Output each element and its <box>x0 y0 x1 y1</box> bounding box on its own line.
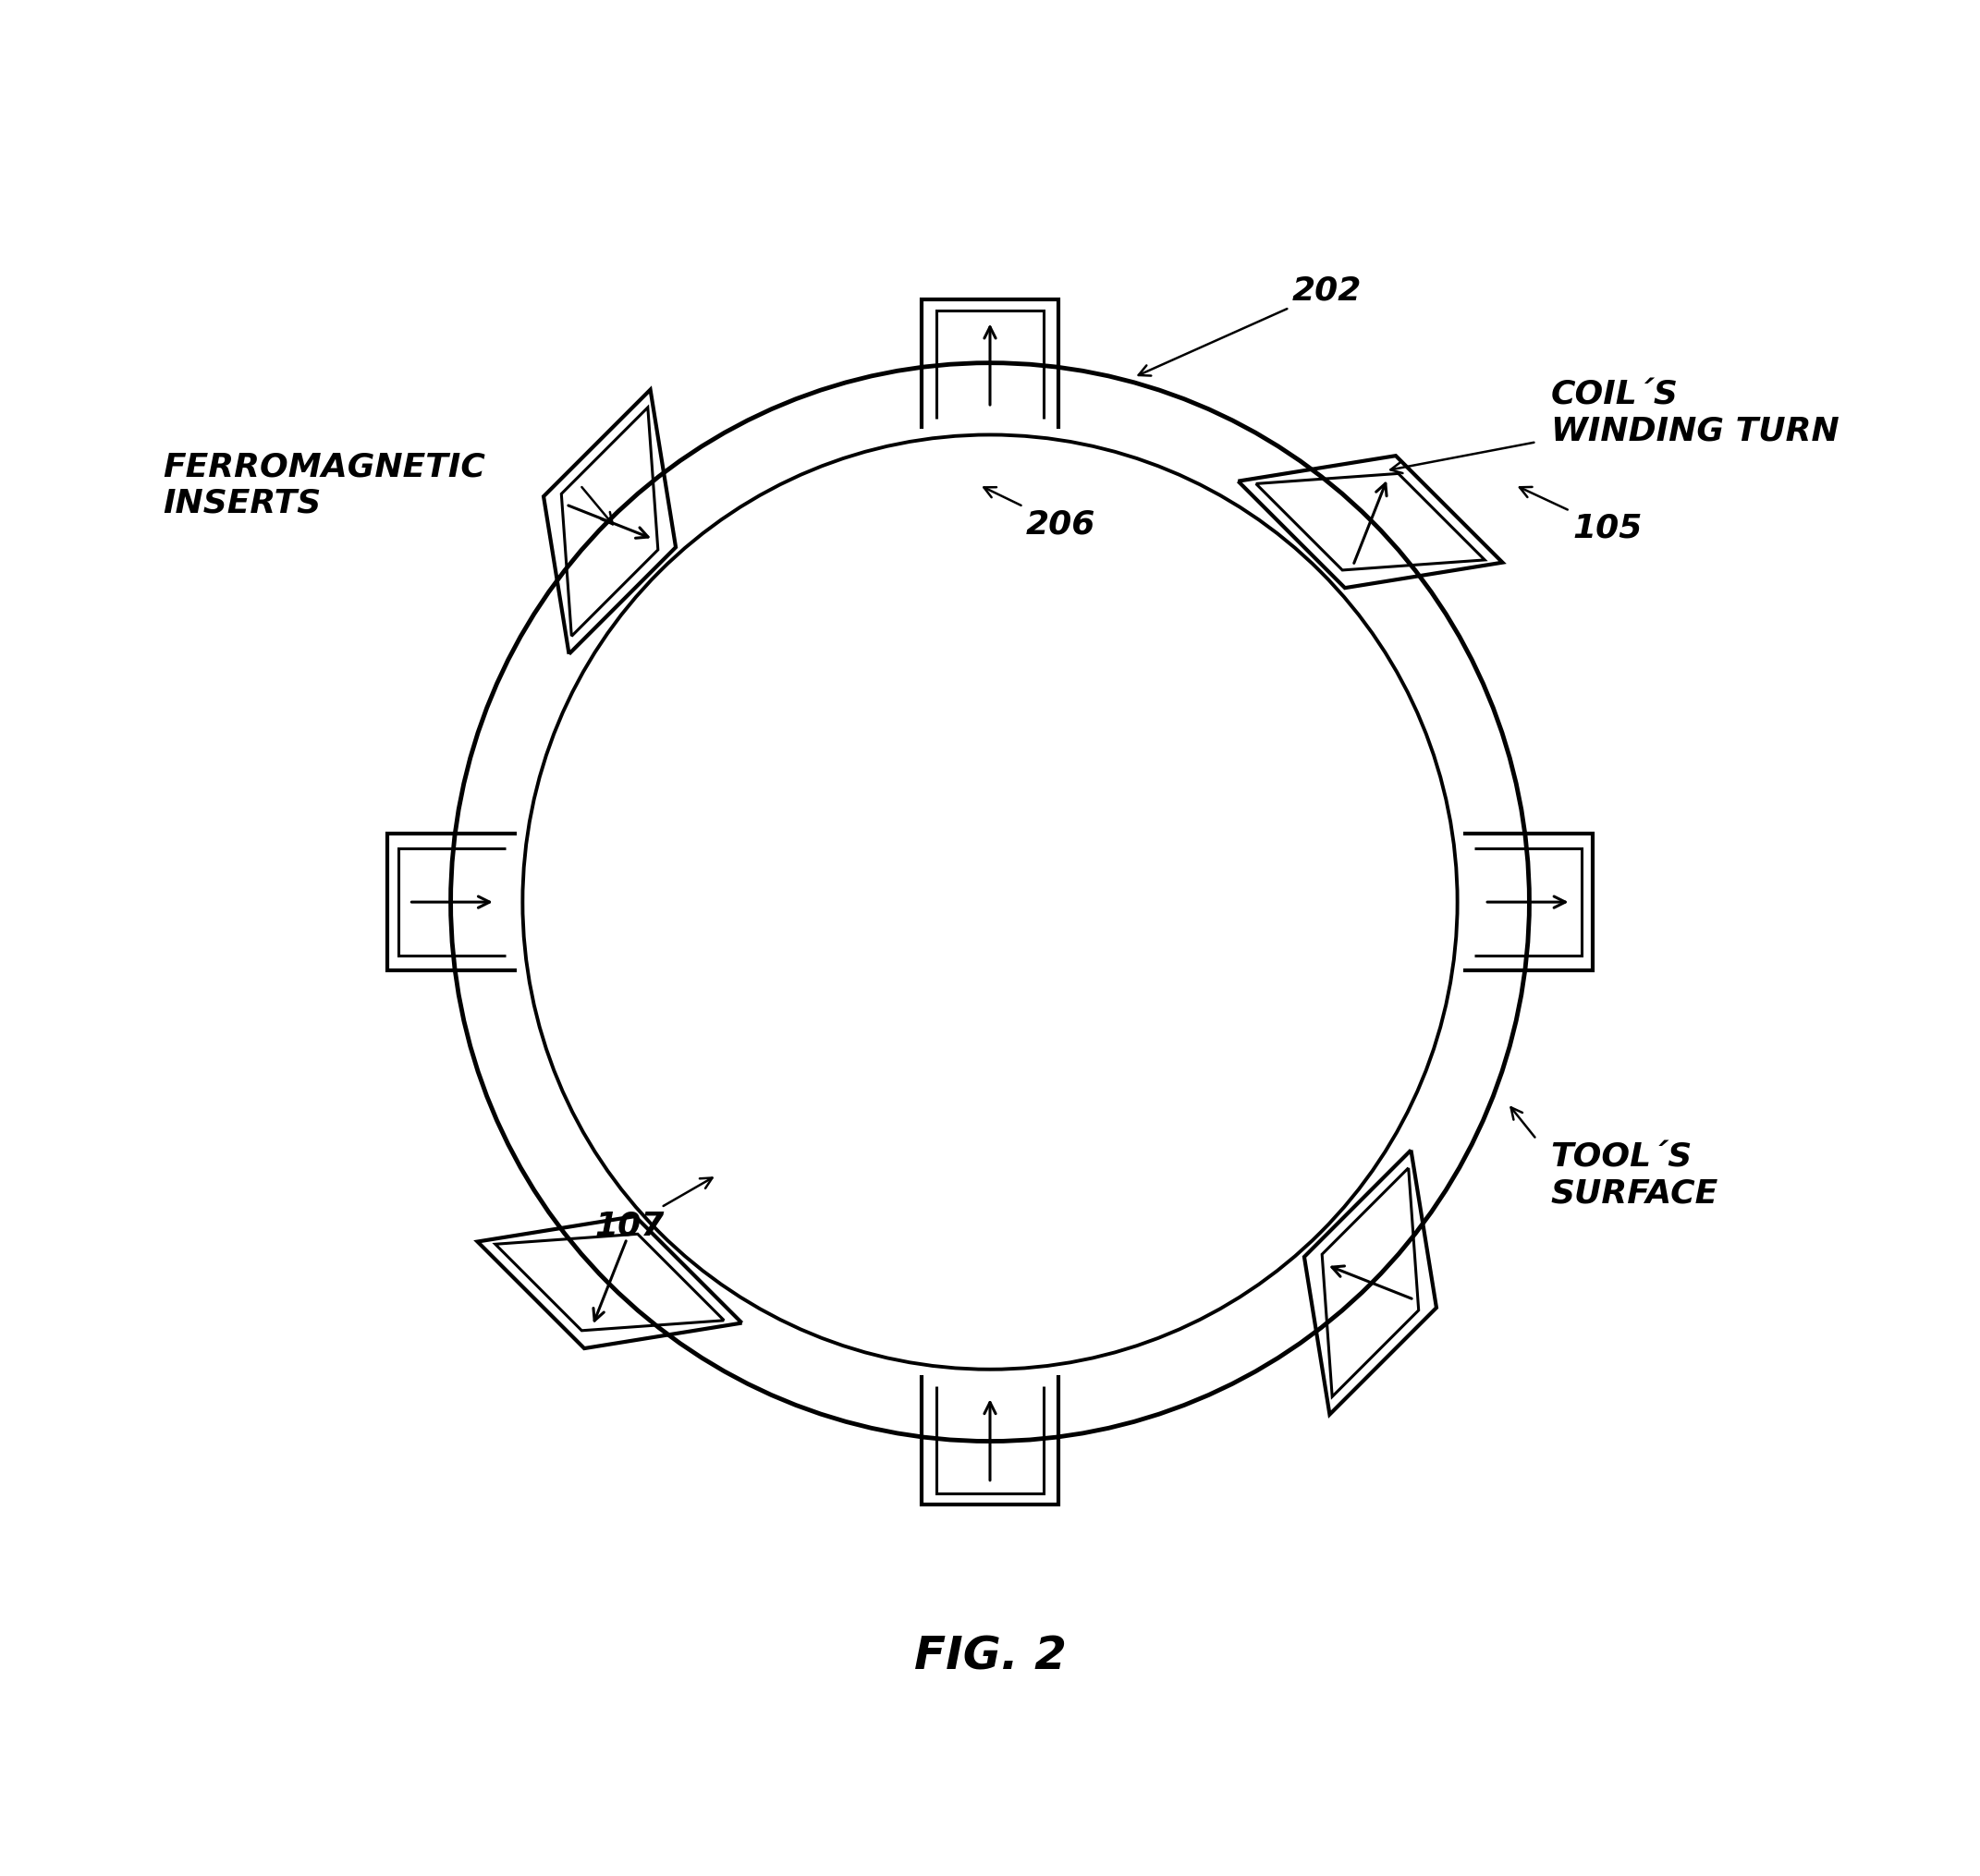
Text: 105: 105 <box>1519 488 1641 544</box>
Text: COIL´S
WINDING TURN: COIL´S WINDING TURN <box>1550 379 1839 446</box>
Text: TOOL´S
SURFACE: TOOL´S SURFACE <box>1550 1141 1719 1210</box>
Text: 107: 107 <box>594 1178 713 1242</box>
Text: FERROMAGNETIC
INSERTS: FERROMAGNETIC INSERTS <box>162 452 485 520</box>
Text: 202: 202 <box>1138 276 1362 375</box>
Text: 206: 206 <box>984 488 1095 540</box>
Text: FIG. 2: FIG. 2 <box>915 1634 1065 1679</box>
